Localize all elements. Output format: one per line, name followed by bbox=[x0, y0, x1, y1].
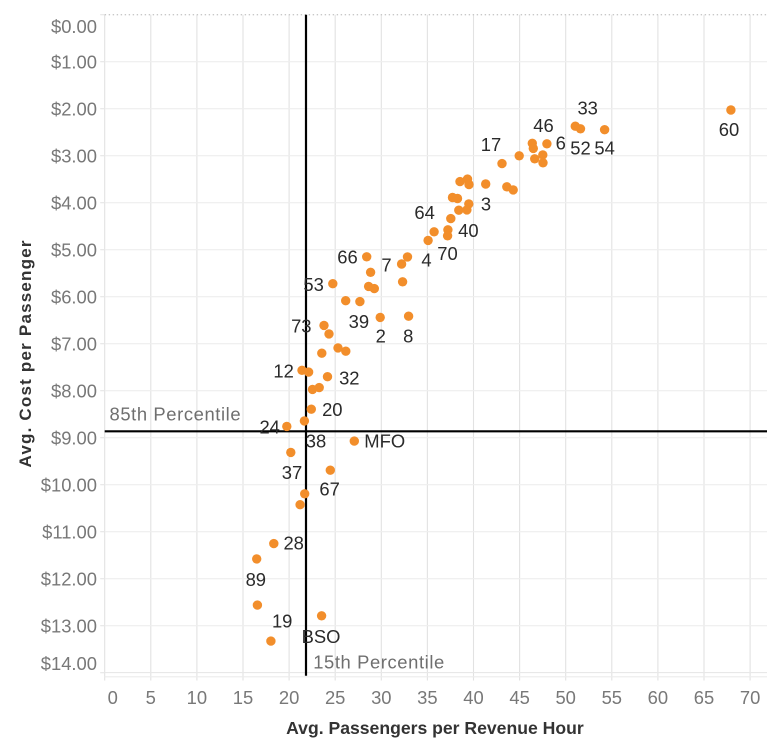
svg-text:20: 20 bbox=[322, 399, 342, 420]
svg-text:$6.00: $6.00 bbox=[51, 286, 97, 307]
svg-text:24: 24 bbox=[259, 416, 279, 437]
svg-text:12: 12 bbox=[273, 361, 293, 382]
svg-text:4: 4 bbox=[421, 250, 431, 271]
svg-text:$2.00: $2.00 bbox=[51, 98, 97, 119]
svg-text:$10.00: $10.00 bbox=[41, 474, 97, 495]
svg-text:60: 60 bbox=[648, 687, 668, 708]
svg-text:70: 70 bbox=[740, 687, 760, 708]
svg-text:40: 40 bbox=[463, 687, 483, 708]
svg-text:$5.00: $5.00 bbox=[51, 239, 97, 260]
svg-text:67: 67 bbox=[319, 479, 339, 500]
svg-text:19: 19 bbox=[272, 611, 292, 632]
svg-text:Avg. Passengers per Revenue Ho: Avg. Passengers per Revenue Hour bbox=[286, 718, 584, 738]
svg-text:73: 73 bbox=[291, 316, 311, 337]
svg-text:39: 39 bbox=[349, 311, 369, 332]
svg-text:20: 20 bbox=[279, 687, 299, 708]
svg-text:$1.00: $1.00 bbox=[51, 51, 97, 72]
svg-text:15th Percentile: 15th Percentile bbox=[313, 652, 445, 673]
svg-text:66: 66 bbox=[337, 247, 357, 268]
svg-text:45: 45 bbox=[509, 687, 529, 708]
svg-text:6: 6 bbox=[556, 132, 566, 153]
svg-text:35: 35 bbox=[417, 687, 437, 708]
svg-text:7: 7 bbox=[381, 255, 391, 276]
svg-text:50: 50 bbox=[555, 687, 575, 708]
svg-text:$7.00: $7.00 bbox=[51, 333, 97, 354]
svg-text:BSO: BSO bbox=[302, 626, 341, 647]
svg-text:30: 30 bbox=[371, 687, 391, 708]
svg-text:17: 17 bbox=[481, 134, 501, 155]
svg-text:28: 28 bbox=[283, 532, 303, 553]
svg-text:60: 60 bbox=[719, 119, 739, 140]
svg-text:15: 15 bbox=[233, 687, 253, 708]
svg-text:8: 8 bbox=[403, 326, 413, 347]
svg-text:89: 89 bbox=[246, 569, 266, 590]
svg-text:38: 38 bbox=[306, 430, 326, 451]
svg-text:40: 40 bbox=[458, 220, 478, 241]
svg-text:$12.00: $12.00 bbox=[41, 568, 97, 589]
svg-text:65: 65 bbox=[694, 687, 714, 708]
svg-text:$11.00: $11.00 bbox=[42, 521, 97, 542]
svg-text:5: 5 bbox=[146, 687, 156, 708]
svg-text:$0.00: $0.00 bbox=[51, 16, 97, 37]
svg-text:3: 3 bbox=[481, 194, 491, 215]
svg-text:33: 33 bbox=[577, 97, 597, 118]
svg-text:32: 32 bbox=[339, 368, 359, 389]
svg-text:MFO: MFO bbox=[364, 430, 405, 451]
svg-text:$3.00: $3.00 bbox=[51, 145, 97, 166]
svg-text:$4.00: $4.00 bbox=[51, 192, 97, 213]
svg-text:52: 52 bbox=[570, 137, 590, 158]
svg-text:64: 64 bbox=[414, 202, 434, 223]
svg-text:53: 53 bbox=[303, 274, 323, 295]
svg-text:$8.00: $8.00 bbox=[51, 380, 97, 401]
svg-text:$14.00: $14.00 bbox=[41, 653, 97, 674]
svg-text:10: 10 bbox=[187, 687, 207, 708]
svg-text:0: 0 bbox=[108, 687, 118, 708]
svg-text:$9.00: $9.00 bbox=[51, 427, 97, 448]
svg-text:25: 25 bbox=[325, 687, 345, 708]
svg-text:37: 37 bbox=[282, 462, 302, 483]
svg-text:2: 2 bbox=[376, 325, 386, 346]
svg-text:46: 46 bbox=[533, 115, 553, 136]
svg-text:70: 70 bbox=[437, 243, 457, 264]
svg-text:85th Percentile: 85th Percentile bbox=[110, 404, 242, 425]
svg-text:$13.00: $13.00 bbox=[41, 615, 97, 636]
svg-text:Avg. Cost per Passenger: Avg. Cost per Passenger bbox=[16, 239, 35, 467]
svg-text:55: 55 bbox=[602, 687, 622, 708]
svg-text:54: 54 bbox=[594, 138, 614, 159]
